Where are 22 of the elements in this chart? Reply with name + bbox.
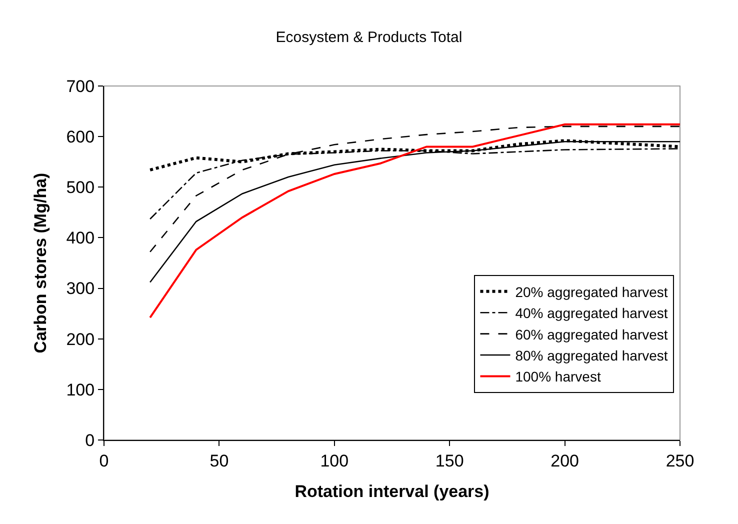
y-axis-title: Carbon stores (Mg/ha): [30, 172, 50, 354]
legend-label: 40% aggregated harvest: [515, 305, 668, 322]
x-tick-label: 250: [666, 451, 694, 470]
x-tick-label: 200: [550, 451, 579, 470]
legend-label: 100% harvest: [515, 368, 601, 385]
y-tick-label: 0: [85, 430, 95, 450]
x-axis-title: Rotation interval (years): [294, 482, 490, 501]
legend-label: 60% aggregated harvest: [515, 326, 668, 342]
y-tick-label: 100: [66, 380, 95, 400]
chart-title: Ecosystem & Products Total: [276, 28, 462, 46]
legend-label: 20% aggregated harvest: [515, 284, 668, 300]
legend-label: 80% aggregated harvest: [515, 347, 668, 364]
y-tick-label: 700: [66, 76, 95, 96]
y-tick-label: 400: [66, 228, 95, 248]
x-tick-label: 0: [99, 451, 109, 470]
x-tick-label: 150: [435, 451, 464, 470]
x-tick-label: 50: [210, 451, 229, 470]
y-tick-label: 500: [66, 178, 95, 198]
y-tick-label: 200: [66, 330, 95, 349]
x-tick-label: 100: [320, 451, 349, 470]
y-tick-label: 300: [66, 279, 95, 298]
y-tick-label: 600: [66, 128, 95, 147]
